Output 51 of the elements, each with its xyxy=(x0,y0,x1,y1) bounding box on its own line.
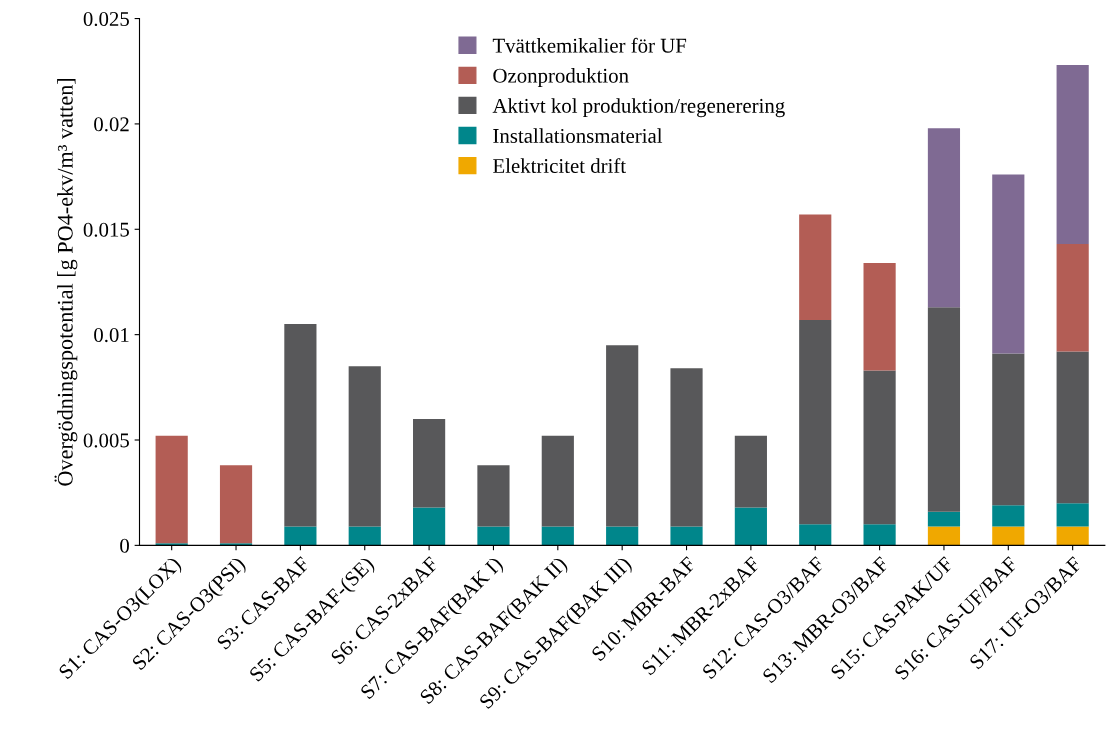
bar xyxy=(863,370,896,525)
bar xyxy=(477,465,510,527)
bar xyxy=(863,524,896,546)
bar xyxy=(734,435,767,508)
bar xyxy=(1056,351,1089,504)
bar xyxy=(992,505,1025,527)
bar xyxy=(284,324,317,527)
legend-label: Installationsmaterial xyxy=(493,128,663,143)
bar xyxy=(992,353,1025,506)
bar xyxy=(670,526,703,546)
bar xyxy=(413,507,446,546)
y-tick-label: 0.025 xyxy=(83,11,129,27)
bar xyxy=(1056,526,1089,546)
bar xyxy=(606,345,639,527)
y-tick-label: 0.015 xyxy=(83,222,129,237)
bar xyxy=(927,526,961,546)
y-tick-label: 0.01 xyxy=(94,328,129,343)
legend-label: Tvättkemikalier för UF xyxy=(492,37,687,53)
bar xyxy=(927,128,961,308)
bar xyxy=(1056,64,1089,245)
bar xyxy=(219,465,253,544)
y-tick-label: 0.005 xyxy=(83,433,129,448)
bar xyxy=(541,435,574,527)
y-axis-title: Övergödningspotential [g PO4-ekv/m³ vatten] xyxy=(54,78,78,486)
bar xyxy=(541,526,574,546)
legend-label: Ozonproduktion xyxy=(493,68,629,88)
y-tick-label: 0.02 xyxy=(94,117,129,132)
y-tick-label: 0 xyxy=(120,538,129,553)
bar xyxy=(927,307,961,512)
bar xyxy=(284,526,317,546)
bar xyxy=(1056,503,1089,527)
bar xyxy=(477,526,510,546)
bar xyxy=(348,366,381,527)
bar xyxy=(670,368,703,527)
legend-label: Elektricitet drift xyxy=(493,158,626,174)
bar xyxy=(155,435,188,544)
bar xyxy=(799,319,832,525)
bar xyxy=(734,507,767,546)
legend-label: Aktivt kol produktion/regenerering xyxy=(492,98,785,118)
bar xyxy=(606,526,639,546)
bar xyxy=(799,524,832,546)
bar xyxy=(219,543,253,546)
bar xyxy=(863,262,896,371)
bar xyxy=(799,214,832,320)
bar xyxy=(992,174,1025,354)
bar xyxy=(413,418,446,508)
bar xyxy=(992,526,1025,546)
bar xyxy=(155,543,188,546)
bar xyxy=(927,511,961,527)
bar xyxy=(348,526,381,546)
bar xyxy=(1056,244,1089,352)
